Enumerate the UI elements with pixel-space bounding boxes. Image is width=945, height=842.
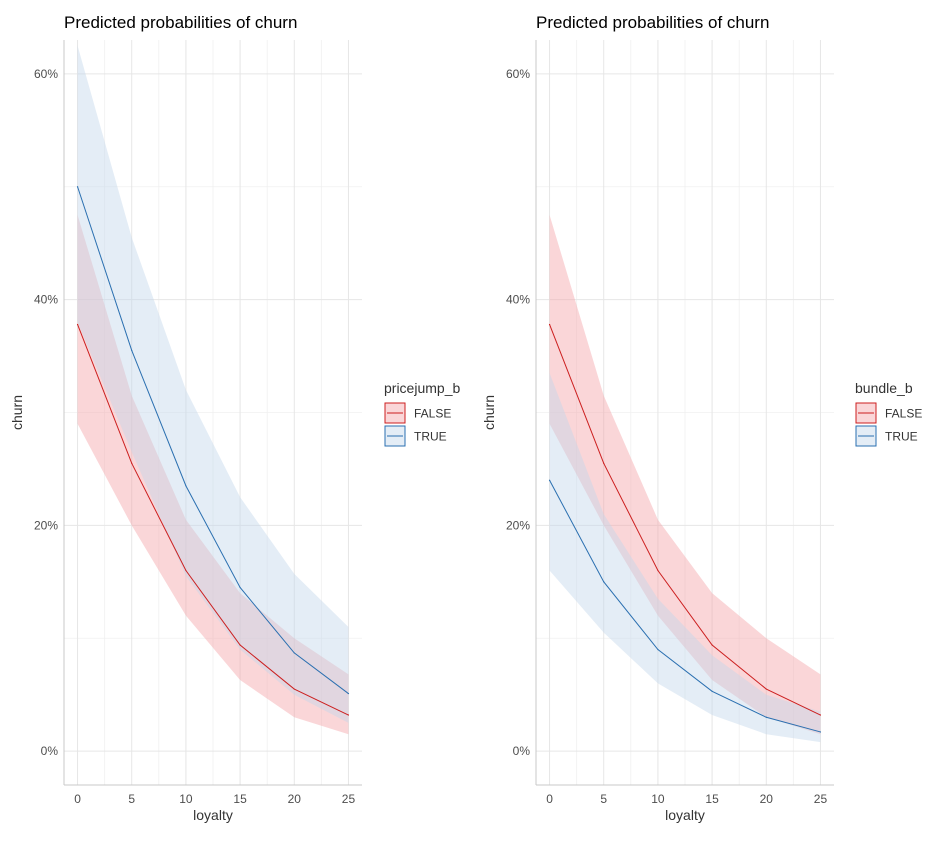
x-tick-label: 10 bbox=[651, 792, 665, 806]
x-axis-title: loyalty bbox=[193, 807, 233, 823]
y-axis-title: churn bbox=[9, 395, 25, 430]
y-tick-label: 0% bbox=[41, 744, 59, 758]
data-point-true bbox=[76, 186, 79, 188]
data-point-false bbox=[185, 569, 187, 572]
x-tick-label: 5 bbox=[600, 792, 607, 806]
x-tick-label: 25 bbox=[814, 792, 828, 806]
chart-title: Predicted probabilities of churn bbox=[536, 13, 769, 32]
series-line-true bbox=[549, 479, 821, 733]
legend: pricejump_b FALSE TRUE bbox=[384, 380, 460, 447]
data-point-false bbox=[711, 644, 713, 646]
legend-title: pricejump_b bbox=[384, 380, 460, 396]
series-line-false bbox=[77, 324, 349, 716]
y-axis-title: churn bbox=[481, 395, 497, 430]
legend-label-true: TRUE bbox=[414, 430, 447, 444]
data-point-true bbox=[603, 581, 605, 583]
x-tick-label: 5 bbox=[128, 792, 135, 806]
x-tick-label: 0 bbox=[546, 792, 553, 806]
data-point-true bbox=[239, 586, 241, 589]
y-tick-label: 40% bbox=[506, 293, 530, 307]
y-tick-label: 0% bbox=[513, 744, 531, 758]
confidence-band-true bbox=[77, 45, 349, 723]
data-point-true bbox=[765, 716, 767, 718]
x-tick-label: 25 bbox=[342, 792, 356, 806]
data-point-false bbox=[603, 462, 605, 464]
data-point-true bbox=[347, 692, 350, 695]
legend-label-true: TRUE bbox=[885, 430, 918, 444]
chart-panel-2: Predicted probabilities of churn 0 5 10 15 20… bbox=[481, 13, 922, 823]
data-point-true bbox=[293, 652, 295, 654]
data-point-false bbox=[819, 714, 822, 716]
x-axis-title: loyalty bbox=[665, 807, 705, 823]
chart-title: Predicted probabilities of churn bbox=[64, 13, 297, 32]
data-point-false bbox=[765, 688, 767, 690]
y-tick-label: 20% bbox=[506, 518, 530, 532]
y-tick-label: 20% bbox=[34, 518, 58, 532]
data-point-false bbox=[76, 323, 79, 326]
confidence-band-true bbox=[549, 372, 821, 743]
x-tick-label: 15 bbox=[705, 792, 719, 806]
data-point-true bbox=[131, 349, 133, 352]
confidence-band-false bbox=[77, 214, 349, 735]
legend-label-false: FALSE bbox=[885, 407, 922, 421]
x-tick-label: 10 bbox=[179, 792, 193, 806]
data-point-false bbox=[239, 644, 241, 646]
data-point-false bbox=[548, 323, 551, 326]
x-tick-label: 0 bbox=[74, 792, 81, 806]
x-tick-label: 15 bbox=[233, 792, 247, 806]
data-point-false bbox=[347, 714, 350, 716]
data-point-true bbox=[185, 485, 187, 487]
y-tick-label: 60% bbox=[506, 67, 530, 81]
y-tick-label: 40% bbox=[34, 293, 58, 307]
x-tick-label: 20 bbox=[760, 792, 774, 806]
data-point-false bbox=[131, 462, 133, 464]
chart-panel-1: Predicted probabilities of churn 0 5 10 15 20… bbox=[9, 13, 460, 823]
y-tick-label: 60% bbox=[34, 67, 58, 81]
legend-title: bundle_b bbox=[855, 380, 913, 396]
data-point-true bbox=[548, 479, 551, 481]
data-point-true bbox=[711, 690, 713, 692]
x-tick-label: 20 bbox=[288, 792, 302, 806]
legend-label-false: FALSE bbox=[414, 407, 451, 421]
data-point-false bbox=[293, 688, 295, 690]
series-line-true bbox=[77, 186, 349, 694]
data-point-true bbox=[819, 731, 822, 733]
data-point-true bbox=[657, 648, 659, 651]
data-point-false bbox=[657, 569, 659, 572]
legend: bundle_b FALSE TRUE bbox=[855, 380, 922, 447]
series-line-false bbox=[549, 324, 821, 716]
confidence-band-false bbox=[549, 214, 821, 735]
